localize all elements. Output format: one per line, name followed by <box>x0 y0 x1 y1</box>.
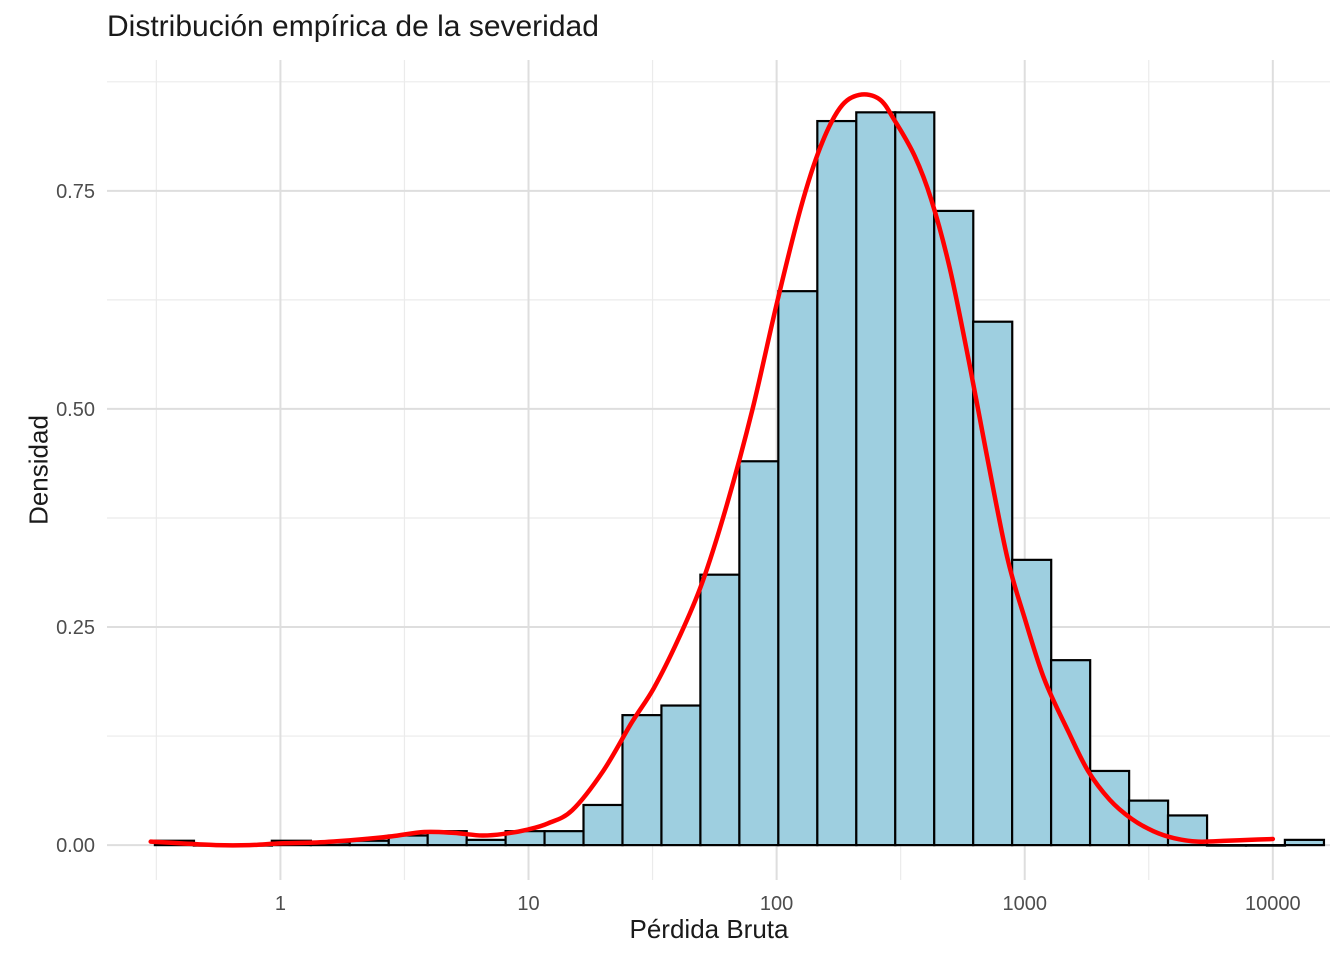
x-tick-label: 100 <box>760 893 793 915</box>
y-axis-label: Densidad <box>23 415 54 525</box>
histogram-bar <box>1205 844 1248 847</box>
histogram-bar <box>1011 558 1053 847</box>
x-tick-label: 1 <box>275 893 286 915</box>
density-curve-layer <box>148 92 1276 848</box>
histogram-bar <box>621 714 663 847</box>
y-tick-label: 0.00 <box>56 835 95 857</box>
histogram-bar <box>465 838 507 847</box>
y-tick-label: 0.50 <box>56 399 95 421</box>
histogram-bar <box>855 111 897 847</box>
histogram-bar <box>738 460 780 847</box>
y-tick-label: 0.75 <box>56 181 95 203</box>
x-axis-ticks: 1 10 100 1000 10000 <box>275 893 1301 915</box>
histogram-bar <box>543 830 585 847</box>
y-tick-label: 0.25 <box>56 617 95 639</box>
histogram-bars <box>153 111 1326 847</box>
histogram-bar <box>777 290 819 847</box>
x-tick-label: 10000 <box>1245 893 1301 915</box>
density-curve <box>148 92 1276 848</box>
histogram-bar <box>660 704 702 847</box>
x-tick-label: 10 <box>517 893 539 915</box>
histogram-bar <box>894 111 936 847</box>
x-axis-label: Pérdida Bruta <box>629 914 789 944</box>
histogram-bar <box>699 573 741 847</box>
y-axis-ticks: 0.00 0.25 0.50 0.75 <box>56 181 95 857</box>
histogram-bar <box>582 803 624 847</box>
chart-title: Distribución empírica de la severidad <box>107 10 599 43</box>
x-tick-label: 1000 <box>1002 893 1047 915</box>
histogram-bar <box>972 320 1014 847</box>
histogram-bar <box>1244 844 1287 847</box>
histogram-bar <box>1283 838 1326 847</box>
histogram-bar <box>1049 659 1092 847</box>
histogram-bar <box>933 209 975 847</box>
histogram-bar <box>816 119 858 847</box>
